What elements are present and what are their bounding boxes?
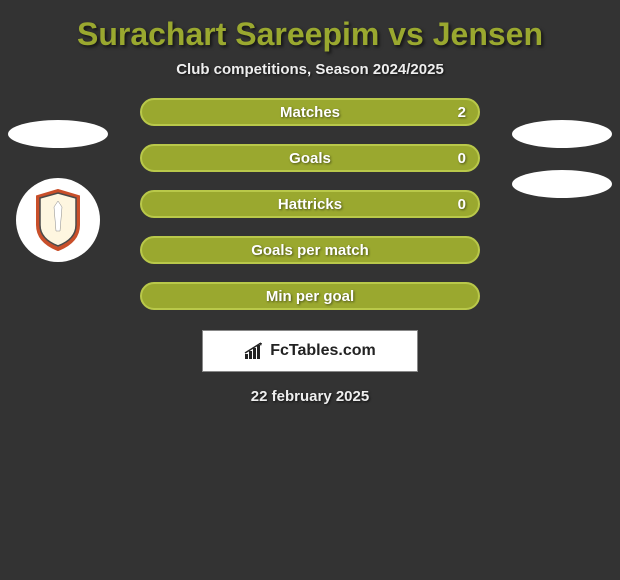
- placeholder-ellipse: [512, 120, 612, 148]
- stat-row-hattricks: Hattricks 0: [140, 190, 480, 218]
- stat-label: Min per goal: [266, 288, 354, 305]
- left-player-badges: [8, 120, 108, 262]
- stat-label: Matches: [280, 104, 340, 121]
- comparison-card: Surachart Sareepim vs Jensen Club compet…: [0, 0, 620, 405]
- stat-label: Hattricks: [278, 196, 342, 213]
- stat-value-right: 0: [458, 196, 466, 213]
- stat-value-right: 0: [458, 150, 466, 167]
- brand-name: FcTables.com: [270, 342, 376, 360]
- stat-row-mpg: Min per goal: [140, 282, 480, 310]
- stat-label: Goals per match: [251, 242, 369, 259]
- brand-logo-box: FcTables.com: [202, 330, 418, 372]
- right-player-badges: [512, 120, 612, 198]
- club-badge-left: [16, 178, 100, 262]
- placeholder-ellipse: [8, 120, 108, 148]
- stat-label: Goals: [289, 150, 331, 167]
- stat-row-matches: Matches 2: [140, 98, 480, 126]
- chart-icon: [244, 342, 266, 360]
- page-title: Surachart Sareepim vs Jensen: [0, 0, 620, 61]
- shield-icon: [33, 189, 83, 251]
- stat-value-right: 2: [458, 104, 466, 121]
- stat-row-goals: Goals 0: [140, 144, 480, 172]
- stat-row-gpm: Goals per match: [140, 236, 480, 264]
- placeholder-ellipse: [512, 170, 612, 198]
- snapshot-date: 22 february 2025: [0, 388, 620, 405]
- page-subtitle: Club competitions, Season 2024/2025: [0, 61, 620, 98]
- stat-rows: Matches 2 Goals 0 Hattricks 0 Goals per …: [140, 98, 480, 310]
